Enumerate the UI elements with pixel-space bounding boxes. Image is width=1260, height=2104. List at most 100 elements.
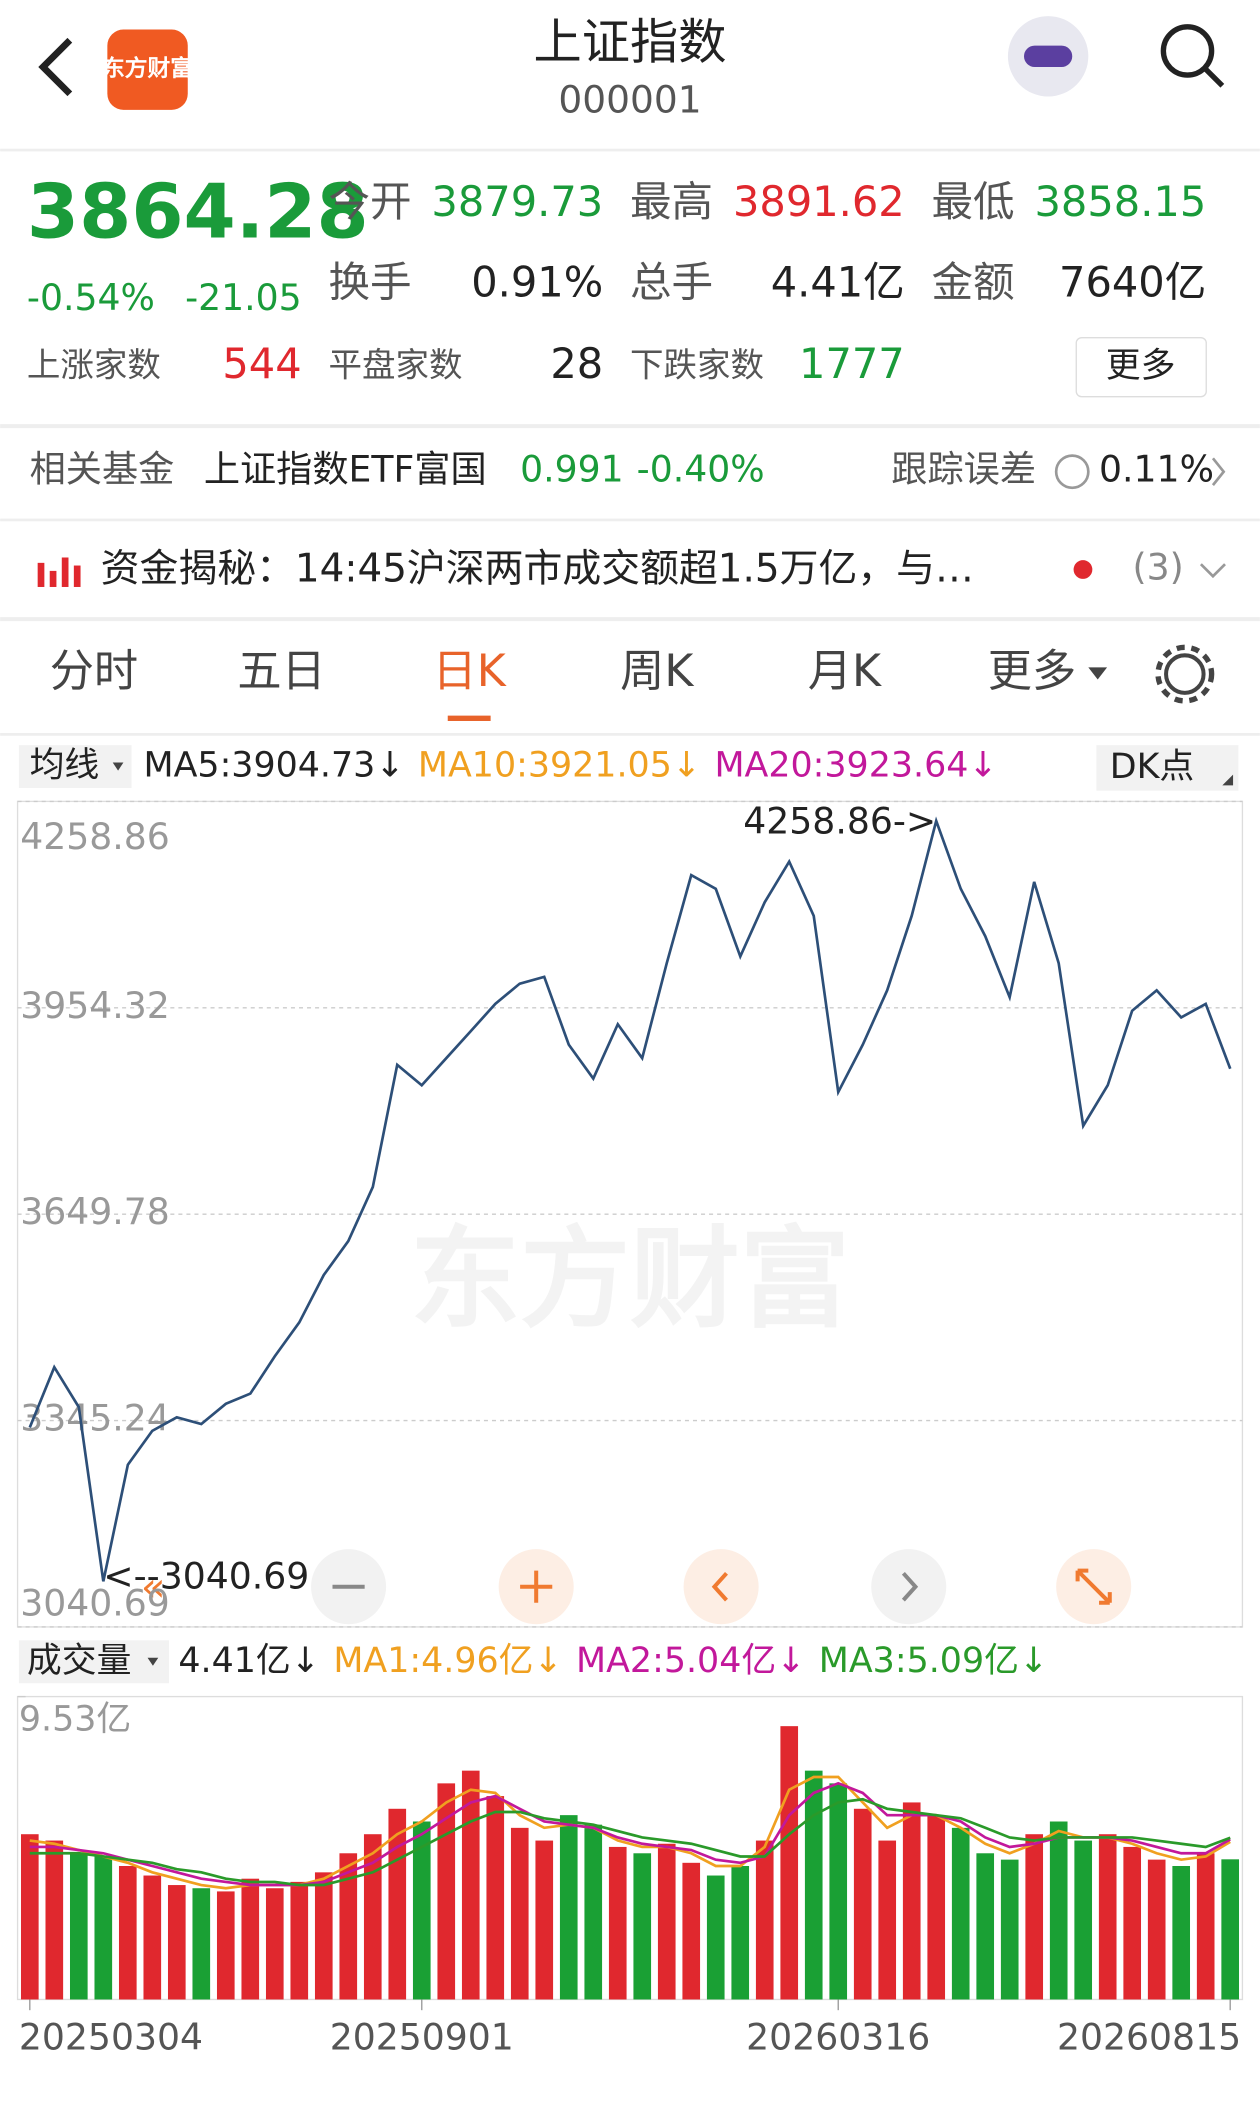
volume-bar [20, 1834, 39, 2000]
title: 上证指数 [534, 15, 727, 71]
low-annotation: <--3040.69 [103, 1555, 309, 1598]
y-tick-label: 9.53亿 [19, 1700, 131, 1740]
tab[interactable]: 五日 [237, 646, 325, 697]
high-annotation: 4258.86-> [743, 800, 936, 843]
volume-bar [1049, 1821, 1068, 2000]
news-count: (3) [1133, 546, 1184, 589]
volume-bar [1098, 1834, 1117, 2000]
legend-entry: 4.41亿↓ [178, 1641, 320, 1681]
code: 000001 [558, 77, 701, 121]
volume-bar [143, 1875, 162, 2000]
volume-bar [69, 1853, 88, 2000]
volume-bar [780, 1726, 799, 2000]
volume-selector-label[interactable]: 成交量 [27, 1641, 132, 1681]
fund-change: -0.40% [637, 448, 765, 491]
legend-entry: MA2:5.04亿↓ [576, 1641, 805, 1681]
x-tick-label: 20260815 [1057, 2016, 1241, 2059]
change-pct: -0.54% [27, 276, 155, 319]
x-tick-label: 20250901 [330, 2016, 514, 2059]
volume-bar [706, 1875, 725, 2000]
volume-selector[interactable] [18, 1640, 169, 1684]
more-label[interactable]: 更多 [1106, 346, 1176, 386]
legend-entry: MA10:3921.05↓ [418, 746, 701, 786]
volume-bar [682, 1862, 701, 2000]
volume-bar [45, 1840, 64, 2000]
volume-bar [216, 1891, 235, 2000]
fund-label: 相关基金 [30, 448, 175, 491]
icon-bar [37, 562, 45, 587]
y-tick-label: 4258.86 [20, 815, 170, 858]
volume-bar [878, 1840, 897, 2000]
y-tick-label: 3040.69 [20, 1581, 170, 1624]
charts: MA5:3904.73↓ MA10:3921.05↓ MA20:3923.64↓ 42… [17, 746, 1243, 2059]
breadth-label: 上涨家数 [27, 346, 161, 385]
rewind-button[interactable]: « [141, 1564, 166, 1610]
prev-button[interactable] [683, 1549, 759, 1625]
next-icon [901, 1571, 919, 1602]
settings-gear [1155, 644, 1215, 704]
y-tick-label: 3649.78 [20, 1190, 170, 1233]
tracking-value: 0.11% [1099, 448, 1214, 491]
tab[interactable]: 月K [808, 646, 882, 697]
ma-selector[interactable] [18, 745, 132, 788]
back-button[interactable] [38, 37, 73, 97]
next-button[interactable] [871, 1549, 947, 1625]
expand-chevron[interactable] [1199, 563, 1226, 579]
volume-bar [510, 1827, 529, 2000]
tab[interactable]: 更多 [988, 646, 1076, 697]
breadth-value: 544 [222, 339, 301, 388]
tab[interactable]: 日K [433, 646, 507, 697]
volume-bar [1221, 1859, 1240, 2000]
corner-mark [1222, 774, 1234, 786]
dk-label[interactable]: DK点 [1110, 747, 1195, 787]
volume-bar [461, 1770, 480, 2000]
more-button[interactable] [1075, 337, 1207, 398]
volume-bar [1196, 1853, 1215, 2000]
prev-icon [711, 1571, 728, 1602]
field-label: 最低 [932, 177, 1015, 226]
ma-selector-label[interactable]: 均线 [30, 746, 100, 786]
ma-line [29, 1781, 1231, 1887]
volume-bar [927, 1815, 946, 2000]
volume-bar [118, 1865, 137, 2000]
tabs: 分时 五日 日K 周K 月K 更多 [50, 646, 1108, 721]
x-tick-label: 20250304 [19, 2016, 203, 2059]
icon-bar [61, 557, 69, 587]
help-icon[interactable] [1054, 454, 1090, 490]
volume-bar [486, 1796, 505, 2000]
search-handle [1203, 66, 1225, 88]
tab[interactable]: 分时 [50, 646, 138, 697]
field-value: 3879.73 [431, 177, 603, 226]
settings-button[interactable] [1164, 653, 1206, 695]
volume-bar [902, 1802, 921, 2000]
volume-bar [584, 1824, 603, 2000]
y-tick-label: 3954.32 [20, 984, 170, 1027]
volume-bar [633, 1853, 652, 2000]
plot-frame [16, 1695, 1244, 2001]
volume-bar [853, 1808, 872, 2000]
plus-icon [520, 1570, 553, 1603]
breadth-value: 28 [550, 339, 603, 388]
avatar-visor [1023, 45, 1073, 68]
legend-entry: MA3:5.09亿↓ [819, 1641, 1048, 1681]
volume-bar [241, 1878, 260, 2000]
search-button[interactable] [1160, 24, 1215, 78]
news-text[interactable]: 资金揭秘：14:45沪深两市成交额超1.5万亿，与… [101, 546, 974, 591]
chevron [1211, 457, 1226, 486]
field-value: 7640亿 [1059, 257, 1206, 306]
volume-bar [829, 1783, 848, 2000]
volume-bar [192, 1888, 211, 2000]
fund-price: 0.991 [520, 448, 624, 491]
field-value: 3891.62 [733, 177, 905, 226]
tab[interactable]: 周K [620, 646, 694, 697]
volume-bar [1147, 1859, 1166, 2000]
dropdown-arrow [1088, 667, 1108, 680]
volume-bar [559, 1815, 578, 2000]
dk-button[interactable] [1096, 745, 1239, 791]
breadth-label: 平盘家数 [328, 346, 462, 385]
breadth-label: 下跌家数 [630, 346, 764, 385]
fund-name[interactable]: 上证指数ETF富国 [204, 448, 487, 491]
volume-bar [1025, 1834, 1044, 2000]
